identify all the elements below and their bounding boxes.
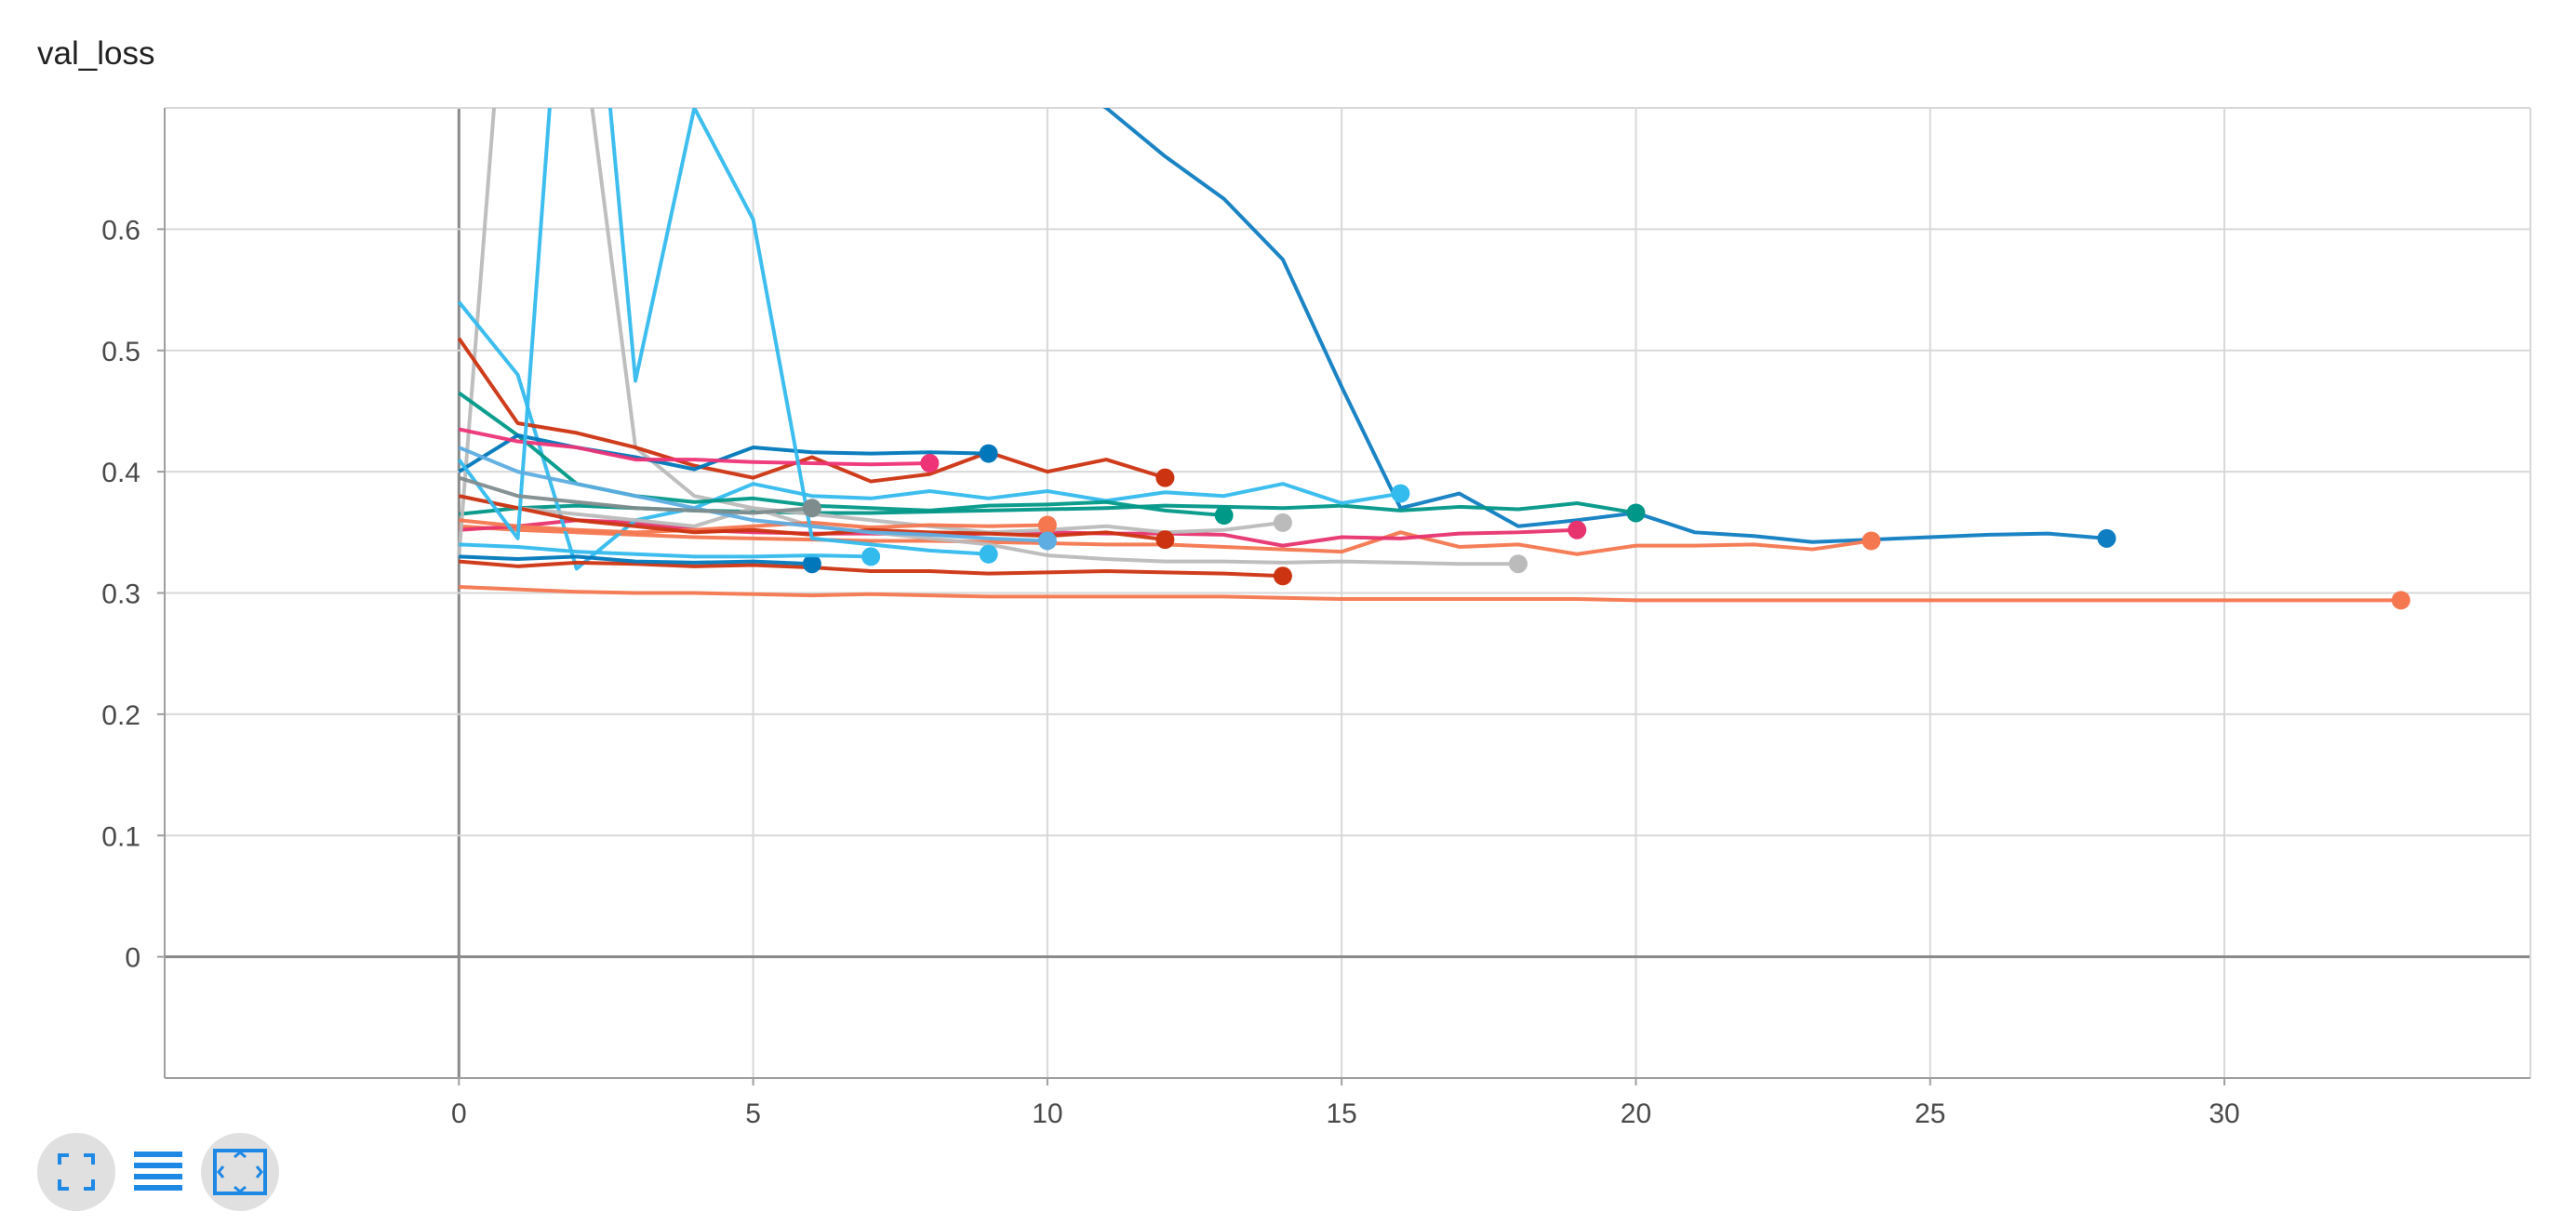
list-lines-icon: [134, 1152, 182, 1191]
series-line: [459, 542, 872, 559]
show-data-button[interactable]: [119, 1133, 197, 1211]
series-end-point: [1626, 503, 1646, 523]
series-end-point: [1037, 515, 1057, 535]
series-line: [459, 518, 1048, 535]
series-end-point: [1862, 531, 1881, 551]
series-17: [459, 542, 881, 566]
series-end-point: [861, 547, 881, 566]
series-line: [458, 475, 813, 515]
series-line: [458, 433, 989, 473]
series-line: [457, 108, 1518, 566]
y-tick-label: 0.1: [101, 821, 140, 852]
series-16: [459, 554, 821, 574]
series-10: [458, 494, 1292, 535]
y-tick-label: 0.2: [101, 700, 140, 731]
series-line: [1102, 108, 2107, 544]
axes: [157, 107, 2531, 1085]
x-tick-label: 25: [1915, 1099, 1945, 1129]
series-7: [457, 337, 1175, 487]
series-end-point: [979, 444, 998, 463]
series-end-point: [1568, 520, 1587, 539]
x-tick-label: 5: [745, 1099, 761, 1129]
series-end-point: [920, 453, 940, 473]
chart-title: val_loss: [37, 35, 155, 72]
series-line: [457, 108, 989, 556]
series-line: [457, 300, 1401, 571]
x-tick-label: 15: [1326, 1099, 1356, 1129]
y-tick-label: 0.3: [101, 579, 140, 610]
x-tick-label: 10: [1032, 1099, 1062, 1129]
series-0: [459, 584, 2410, 610]
series-end-point: [1214, 506, 1234, 526]
series-line: [458, 427, 930, 467]
series-15: [457, 108, 998, 564]
series-end-point: [979, 544, 998, 564]
y-tick-label: 0.4: [101, 458, 140, 488]
y-tick-label: 0.6: [101, 215, 140, 246]
series-6: [457, 300, 1410, 571]
series-11: [459, 515, 1057, 535]
fit-domain-icon: [213, 1149, 267, 1195]
series-end-point: [1508, 554, 1528, 574]
series-end-point: [1273, 513, 1292, 532]
series-13: [458, 433, 998, 473]
series-14: [458, 427, 940, 473]
y-tick-label: 0: [125, 943, 140, 974]
x-tick-label: 20: [1621, 1099, 1651, 1129]
series-line: [458, 494, 1284, 535]
series-end-point: [1273, 566, 1292, 586]
series-group: [457, 108, 2410, 610]
series-line: [459, 559, 1283, 579]
series-line: [459, 554, 812, 566]
series-end-point: [1155, 468, 1175, 487]
x-tick-label: 0: [451, 1099, 467, 1129]
fullscreen-button[interactable]: [37, 1133, 115, 1211]
series-line: [457, 337, 1166, 484]
series-end-point: [2097, 528, 2116, 548]
fullscreen-icon: [58, 1153, 95, 1191]
series-19: [458, 475, 821, 518]
tick-labels: 0 5 10 15 20 25 30 0 0.1 0.2 0.3 0.4 0.5 0.6: [101, 215, 2239, 1129]
series-end-point: [1391, 484, 1410, 503]
series-end-point: [1037, 531, 1057, 551]
series-18: [458, 446, 1057, 551]
series-line: [459, 584, 2401, 603]
series-end-point: [802, 499, 821, 518]
series-5: [457, 108, 1528, 574]
series-end-point: [1155, 530, 1175, 550]
fit-domain-button[interactable]: [201, 1133, 279, 1211]
series-8: [459, 559, 1292, 586]
grid: [165, 108, 2530, 1078]
series-1: [1102, 108, 2116, 548]
y-tick-label: 0.5: [101, 337, 140, 367]
x-tick-label: 30: [2209, 1099, 2239, 1129]
series-end-point: [802, 554, 821, 574]
series-line: [458, 446, 1048, 543]
series-end-point: [2391, 591, 2410, 610]
